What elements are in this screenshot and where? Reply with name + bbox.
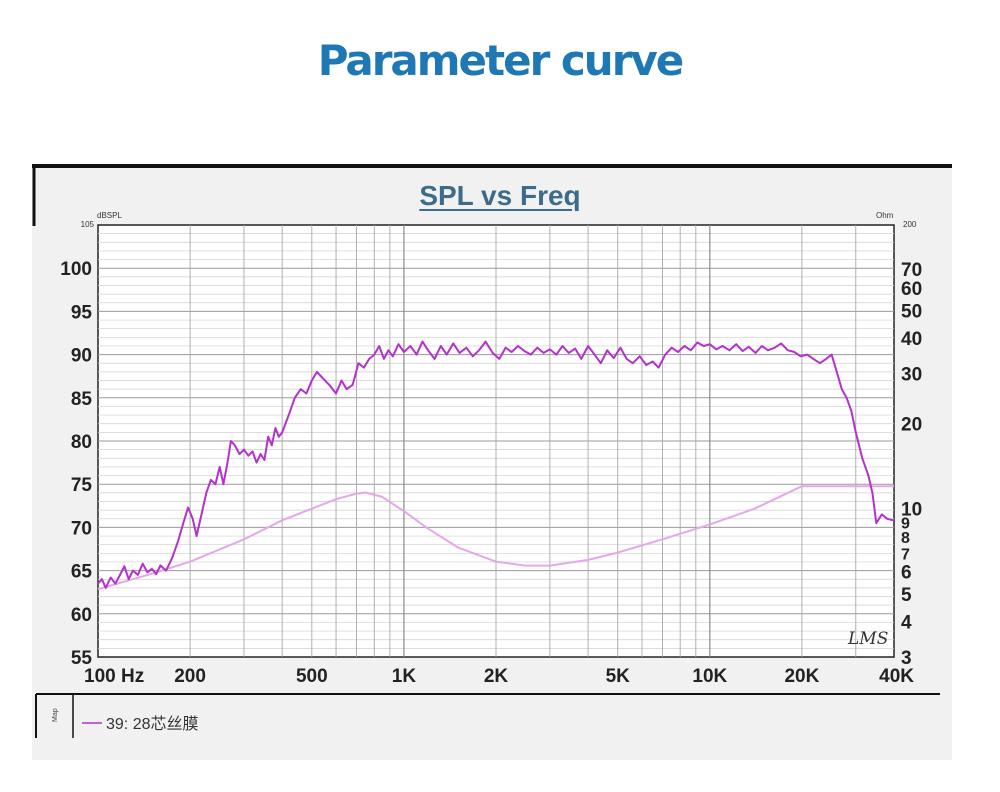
y-right-unit: Ohm — [876, 211, 894, 220]
y-right-tick-label: 9 — [901, 516, 910, 533]
y-left-tick-label: 70 — [71, 518, 92, 539]
y-right-tick-label: 40 — [901, 329, 922, 350]
spl-curve — [97, 340, 895, 589]
lms-watermark: LMS — [847, 629, 888, 649]
x-tick-label: 100 Hz — [84, 666, 144, 687]
y-right-tick-label: 4 — [901, 613, 912, 634]
y-right-tick-label: 20 — [901, 414, 922, 435]
x-tick-label: 5K — [606, 666, 631, 687]
y-left-tick-label: 90 — [71, 346, 92, 367]
y-left-tick-label: 95 — [71, 302, 93, 323]
y-left-tick-labels: 55 60 65 70 75 80 85 90 95 100 — [60, 259, 92, 669]
y-left-tick-label: 60 — [71, 605, 92, 626]
y-right-tick-label: 3 — [901, 648, 912, 669]
x-tick-label: 40K — [879, 666, 914, 687]
y-left-tick-label: 65 — [71, 562, 93, 583]
y-left-tick-label: 100 — [60, 259, 92, 280]
y-right-tick-label: 10 — [901, 500, 922, 521]
y-right-tick-label: 30 — [901, 364, 922, 385]
x-tick-label: 200 — [174, 666, 206, 687]
grid — [98, 225, 894, 657]
page-title: Parameter curve — [317, 36, 685, 85]
impedance-series — [97, 485, 894, 591]
y-left-tick-label: 80 — [71, 432, 92, 453]
legend-entry-spl: 39: 28芯丝膜 — [106, 715, 199, 733]
impedance-curve — [97, 485, 894, 591]
y-right-tick-label: 6 — [901, 563, 912, 584]
y-right-tick-label: 70 — [901, 260, 922, 281]
y-left-top-label: 105 — [81, 220, 95, 229]
y-right-tick-label: 8 — [901, 530, 910, 547]
y-right-tick-label: 60 — [901, 279, 922, 300]
y-right-tick-label: 5 — [901, 585, 912, 606]
y-right-top-label: 200 — [903, 220, 917, 229]
spl-series — [97, 340, 895, 589]
y-left-tick-label: 55 — [71, 648, 93, 669]
x-tick-label: 2K — [484, 666, 509, 687]
x-tick-labels: 100 Hz 200 500 1K 2K 5K 10K 20K 40K — [84, 666, 914, 687]
y-left-tick-label: 75 — [71, 475, 93, 496]
x-tick-label: 500 — [296, 666, 328, 687]
y-left-tick-label: 85 — [71, 389, 93, 410]
x-tick-label: 10K — [692, 666, 727, 687]
x-tick-label: 20K — [784, 666, 819, 687]
y-right-tick-label: 50 — [901, 301, 922, 322]
y-right-tick-label: 7 — [901, 547, 910, 564]
legend-side-label: Map — [52, 708, 59, 722]
chart-title: SPL vs Freq — [419, 180, 581, 211]
x-tick-label: 1K — [392, 666, 417, 687]
y-left-unit: dBSPL — [97, 211, 122, 220]
